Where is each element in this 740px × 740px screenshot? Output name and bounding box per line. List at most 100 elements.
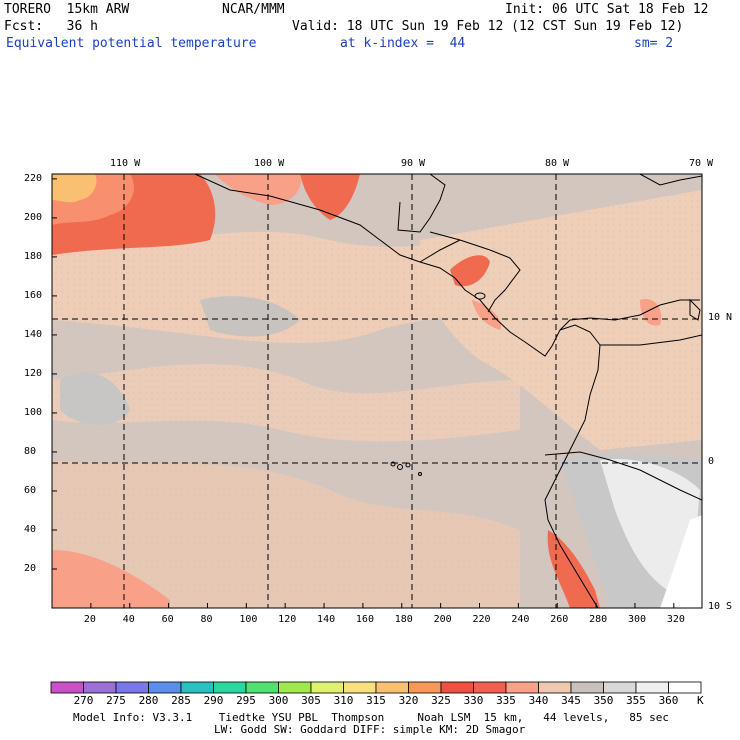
grid-y-label: 140 (24, 328, 43, 340)
colorbar-label: 295 (236, 694, 256, 707)
grid-x-label: 20 (83, 614, 96, 625)
colorbar-label: 280 (138, 694, 159, 707)
colorbar-unit: K (697, 694, 704, 707)
colorbar-swatch (50, 681, 84, 694)
lon-label-110w: 110 W (110, 158, 141, 169)
grid-x-label: 280 (589, 614, 608, 625)
colorbar-label: 335 (496, 694, 516, 707)
colorbar-swatch (440, 681, 474, 694)
colorbar-swatch (278, 681, 312, 694)
andes-coldest-region (660, 515, 702, 608)
grid-x-label: 60 (161, 614, 174, 625)
colorbar-label: 345 (561, 694, 581, 707)
colorbar-label: 285 (171, 694, 191, 707)
grid-y-label: 180 (24, 250, 43, 262)
grid-x-label: 200 (433, 614, 452, 625)
colorbar (50, 681, 702, 694)
grid-x-label: 40 (122, 614, 135, 625)
colorbar-label: 275 (106, 694, 126, 707)
grid-y-label: 160 (24, 289, 43, 301)
level-label: at k-index = 44 (340, 36, 466, 51)
lake-maracaibo (689, 298, 701, 321)
colorbar-swatch (505, 681, 539, 694)
lon-label-70w: 70 W (689, 158, 714, 169)
yucatan-border (397, 174, 446, 233)
lake-nicaragua (474, 292, 486, 300)
colorbar-label: 355 (626, 694, 646, 707)
latlon-grid (52, 174, 702, 608)
colorbar-swatch (213, 681, 247, 694)
grid-y-label: 120 (24, 367, 43, 379)
grid-x-label: 140 (317, 614, 336, 625)
galapagos-island-1 (390, 461, 396, 467)
hottest-spot (52, 174, 97, 203)
ecuador-peru-border (544, 451, 702, 501)
colombia-border (600, 334, 702, 346)
init-time: Init: 06 UTC Sat 18 Feb 12 (505, 2, 709, 17)
colorbar-swatch (668, 681, 702, 694)
colorbar-swatch (83, 681, 117, 694)
galapagos-island-4 (418, 472, 422, 476)
lat-label-10n: 10 N (708, 312, 733, 323)
forecast-hour: Fcst: 36 h (4, 19, 98, 34)
model-info-line1: Model Info: V3.3.1 Tiedtke YSU PBL Thomp… (73, 711, 670, 724)
coastlines (194, 174, 702, 608)
pacific-coastline (194, 174, 601, 608)
south-america-north-coast (559, 299, 700, 331)
grid-x-label: 180 (394, 614, 413, 625)
smoothing-label: sm= 2 (634, 36, 674, 51)
lon-label-90w: 90 W (401, 158, 426, 169)
colorbar-swatch (473, 681, 507, 694)
warm-region-costa-rica (472, 300, 501, 330)
grid-x-label: 120 (278, 614, 297, 625)
colorbar-swatch (375, 681, 409, 694)
colorbar-swatch (538, 681, 572, 694)
model-title: TORERO 15km ARW (4, 2, 130, 17)
grid-y-label: 40 (24, 523, 37, 535)
colorbar-swatch (343, 681, 377, 694)
colorbar-swatch (635, 681, 669, 694)
colorbar-label: 315 (366, 694, 386, 707)
organization-label: NCAR/MMM (222, 2, 285, 17)
hot-region-peru-coast (547, 530, 600, 608)
map-frame (51, 173, 703, 609)
grid-x-label: 260 (550, 614, 569, 625)
colorbar-label: 290 (203, 694, 224, 707)
grid-y-label: 220 (24, 172, 43, 184)
field-shading (52, 174, 702, 608)
grid-y-label: 60 (24, 484, 37, 496)
valid-time: Valid: 18 UTC Sun 19 Feb 12 (12 CST Sun … (292, 19, 684, 34)
colorbar-label: 310 (333, 694, 354, 707)
grid-y-label: 20 (24, 562, 37, 574)
lon-label-100w: 100 W (254, 158, 285, 169)
grid-x-label: 220 (472, 614, 491, 625)
colorbar-swatch (245, 681, 279, 694)
hot-region-mexico (300, 174, 360, 220)
grid-y-label: 80 (24, 445, 37, 457)
colorbar-label: 305 (301, 694, 321, 707)
colorbar-swatch (180, 681, 214, 694)
caribbean-islands (639, 174, 702, 186)
lon-label-80w: 80 W (545, 158, 570, 169)
grid-x-label: 80 (200, 614, 213, 625)
colorbar-swatch (408, 681, 442, 694)
field-name: Equivalent potential temperature (6, 36, 257, 51)
colorbar-swatch (603, 681, 637, 694)
grid-y-label: 100 (24, 406, 43, 418)
grid-x-label: 160 (355, 614, 374, 625)
model-info-line2: LW: Godd SW: Goddard DIFF: simple KM: 2D… (214, 723, 526, 736)
grid-x-label: 100 (239, 614, 258, 625)
colorbar-swatch (310, 681, 344, 694)
grid-x-label: 300 (627, 614, 647, 625)
colorbar-swatch (115, 681, 149, 694)
hot-region-central-america (450, 255, 490, 287)
grid-x-label: 240 (511, 614, 530, 625)
warm-region-mexico (215, 174, 301, 205)
colorbar-label: 325 (431, 694, 451, 707)
colorbar-label: 350 (593, 694, 614, 707)
galapagos-island-2 (397, 464, 403, 470)
colorbar-label: 270 (73, 694, 94, 707)
colorbar-label: 360 (658, 694, 679, 707)
colorbar-swatch (570, 681, 604, 694)
